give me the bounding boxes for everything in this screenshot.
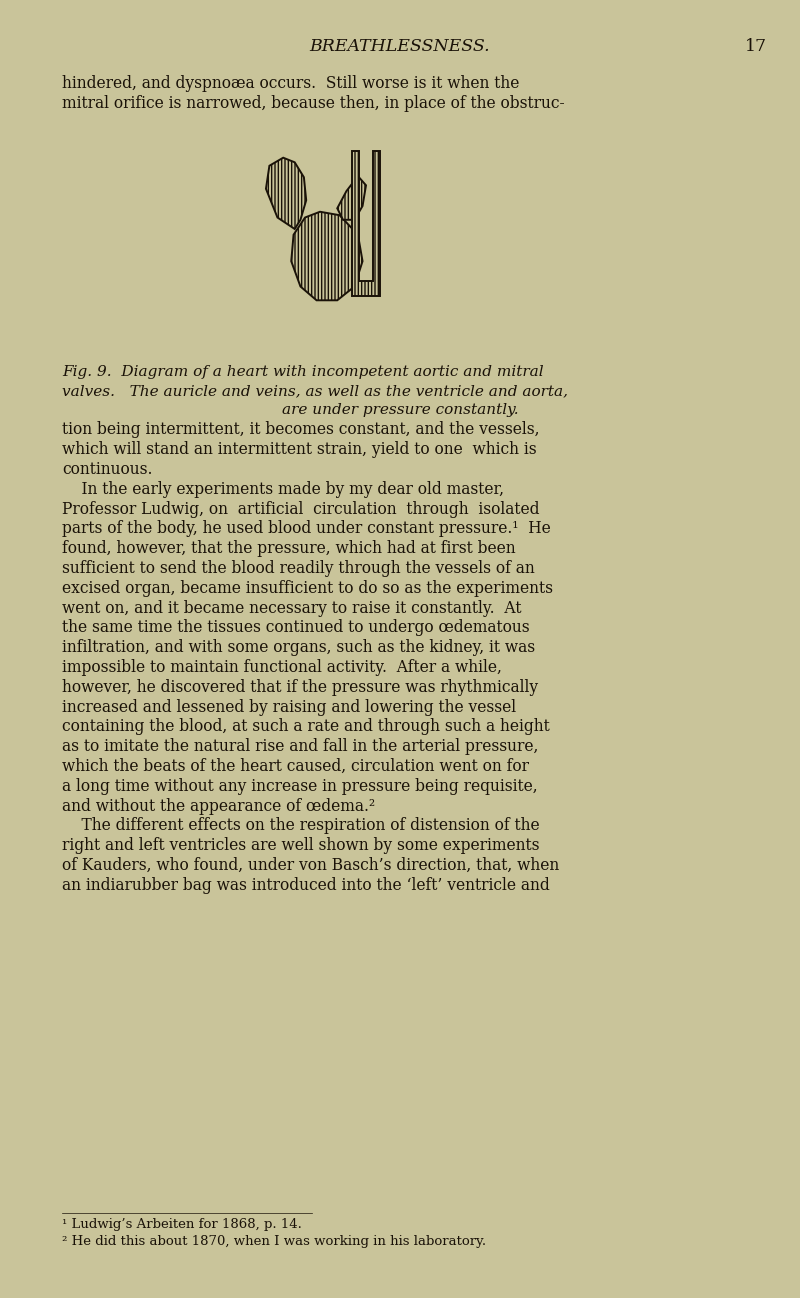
Text: and without the appearance of œdema.²: and without the appearance of œdema.² [62,798,375,815]
Polygon shape [291,212,362,300]
Text: however, he discovered that if the pressure was rhythmically: however, he discovered that if the press… [62,679,538,696]
Text: mitral orifice is narrowed, because then, in place of the obstruc-: mitral orifice is narrowed, because then… [62,95,565,112]
Text: which the beats of the heart caused, circulation went on for: which the beats of the heart caused, cir… [62,758,529,775]
Text: a long time without any increase in pressure being requisite,: a long time without any increase in pres… [62,778,538,794]
Text: infiltration, and with some organs, such as the kidney, it was: infiltration, and with some organs, such… [62,639,535,657]
Text: In the early experiments made by my dear old master,: In the early experiments made by my dear… [62,480,504,498]
Text: Professor Ludwig, on  artificial  circulation  through  isolated: Professor Ludwig, on artificial circulat… [62,501,539,518]
Text: The different effects on the respiration of distension of the: The different effects on the respiration… [62,818,540,835]
Text: parts of the body, he used blood under constant pressure.¹  He: parts of the body, he used blood under c… [62,520,550,537]
Text: of Kauders, who found, under von Basch’s direction, that, when: of Kauders, who found, under von Basch’s… [62,857,559,874]
Text: tion being intermittent, it becomes constant, and the vessels,: tion being intermittent, it becomes cons… [62,422,539,439]
Polygon shape [266,157,306,228]
Text: went on, and it became necessary to raise it constantly.  At: went on, and it became necessary to rais… [62,600,522,617]
Text: ² He did this about 1870, when I was working in his laboratory.: ² He did this about 1870, when I was wor… [62,1234,486,1247]
Text: sufficient to send the blood readily through the vessels of an: sufficient to send the blood readily thr… [62,559,534,578]
Text: hindered, and dyspnoæa occurs.  Still worse is it when the: hindered, and dyspnoæa occurs. Still wor… [62,75,519,92]
Text: an indiarubber bag was introduced into the ‘left’ ventricle and: an indiarubber bag was introduced into t… [62,877,550,894]
Polygon shape [352,151,380,296]
Text: BREATHLESSNESS.: BREATHLESSNESS. [310,38,490,55]
Text: 17: 17 [745,38,767,55]
Text: excised organ, became insufficient to do so as the experiments: excised organ, became insufficient to do… [62,580,553,597]
Text: as to imitate the natural rise and fall in the arterial pressure,: as to imitate the natural rise and fall … [62,739,538,755]
Text: which will stand an intermittent strain, yield to one  which is: which will stand an intermittent strain,… [62,441,537,458]
Text: found, however, that the pressure, which had at first been: found, however, that the pressure, which… [62,540,516,557]
Text: containing the blood, at such a rate and through such a height: containing the blood, at such a rate and… [62,718,550,736]
Text: increased and lessened by raising and lowering the vessel: increased and lessened by raising and lo… [62,698,516,715]
Text: impossible to maintain functional activity.  After a while,: impossible to maintain functional activi… [62,659,502,676]
Text: continuous.: continuous. [62,461,153,478]
Text: right and left ventricles are well shown by some experiments: right and left ventricles are well shown… [62,837,539,854]
Text: valves.   The auricle and veins, as well as the ventricle and aorta,: valves. The auricle and veins, as well a… [62,384,568,397]
Text: Fig. 9.  Diagram of a heart with incompetent aortic and mitral: Fig. 9. Diagram of a heart with incompet… [62,365,544,379]
Text: ¹ Ludwig’s Arbeiten for 1868, p. 14.: ¹ Ludwig’s Arbeiten for 1868, p. 14. [62,1218,302,1231]
Text: the same time the tissues continued to undergo œdematous: the same time the tissues continued to u… [62,619,530,636]
Text: are under pressure constantly.: are under pressure constantly. [282,402,518,417]
Polygon shape [338,177,366,219]
